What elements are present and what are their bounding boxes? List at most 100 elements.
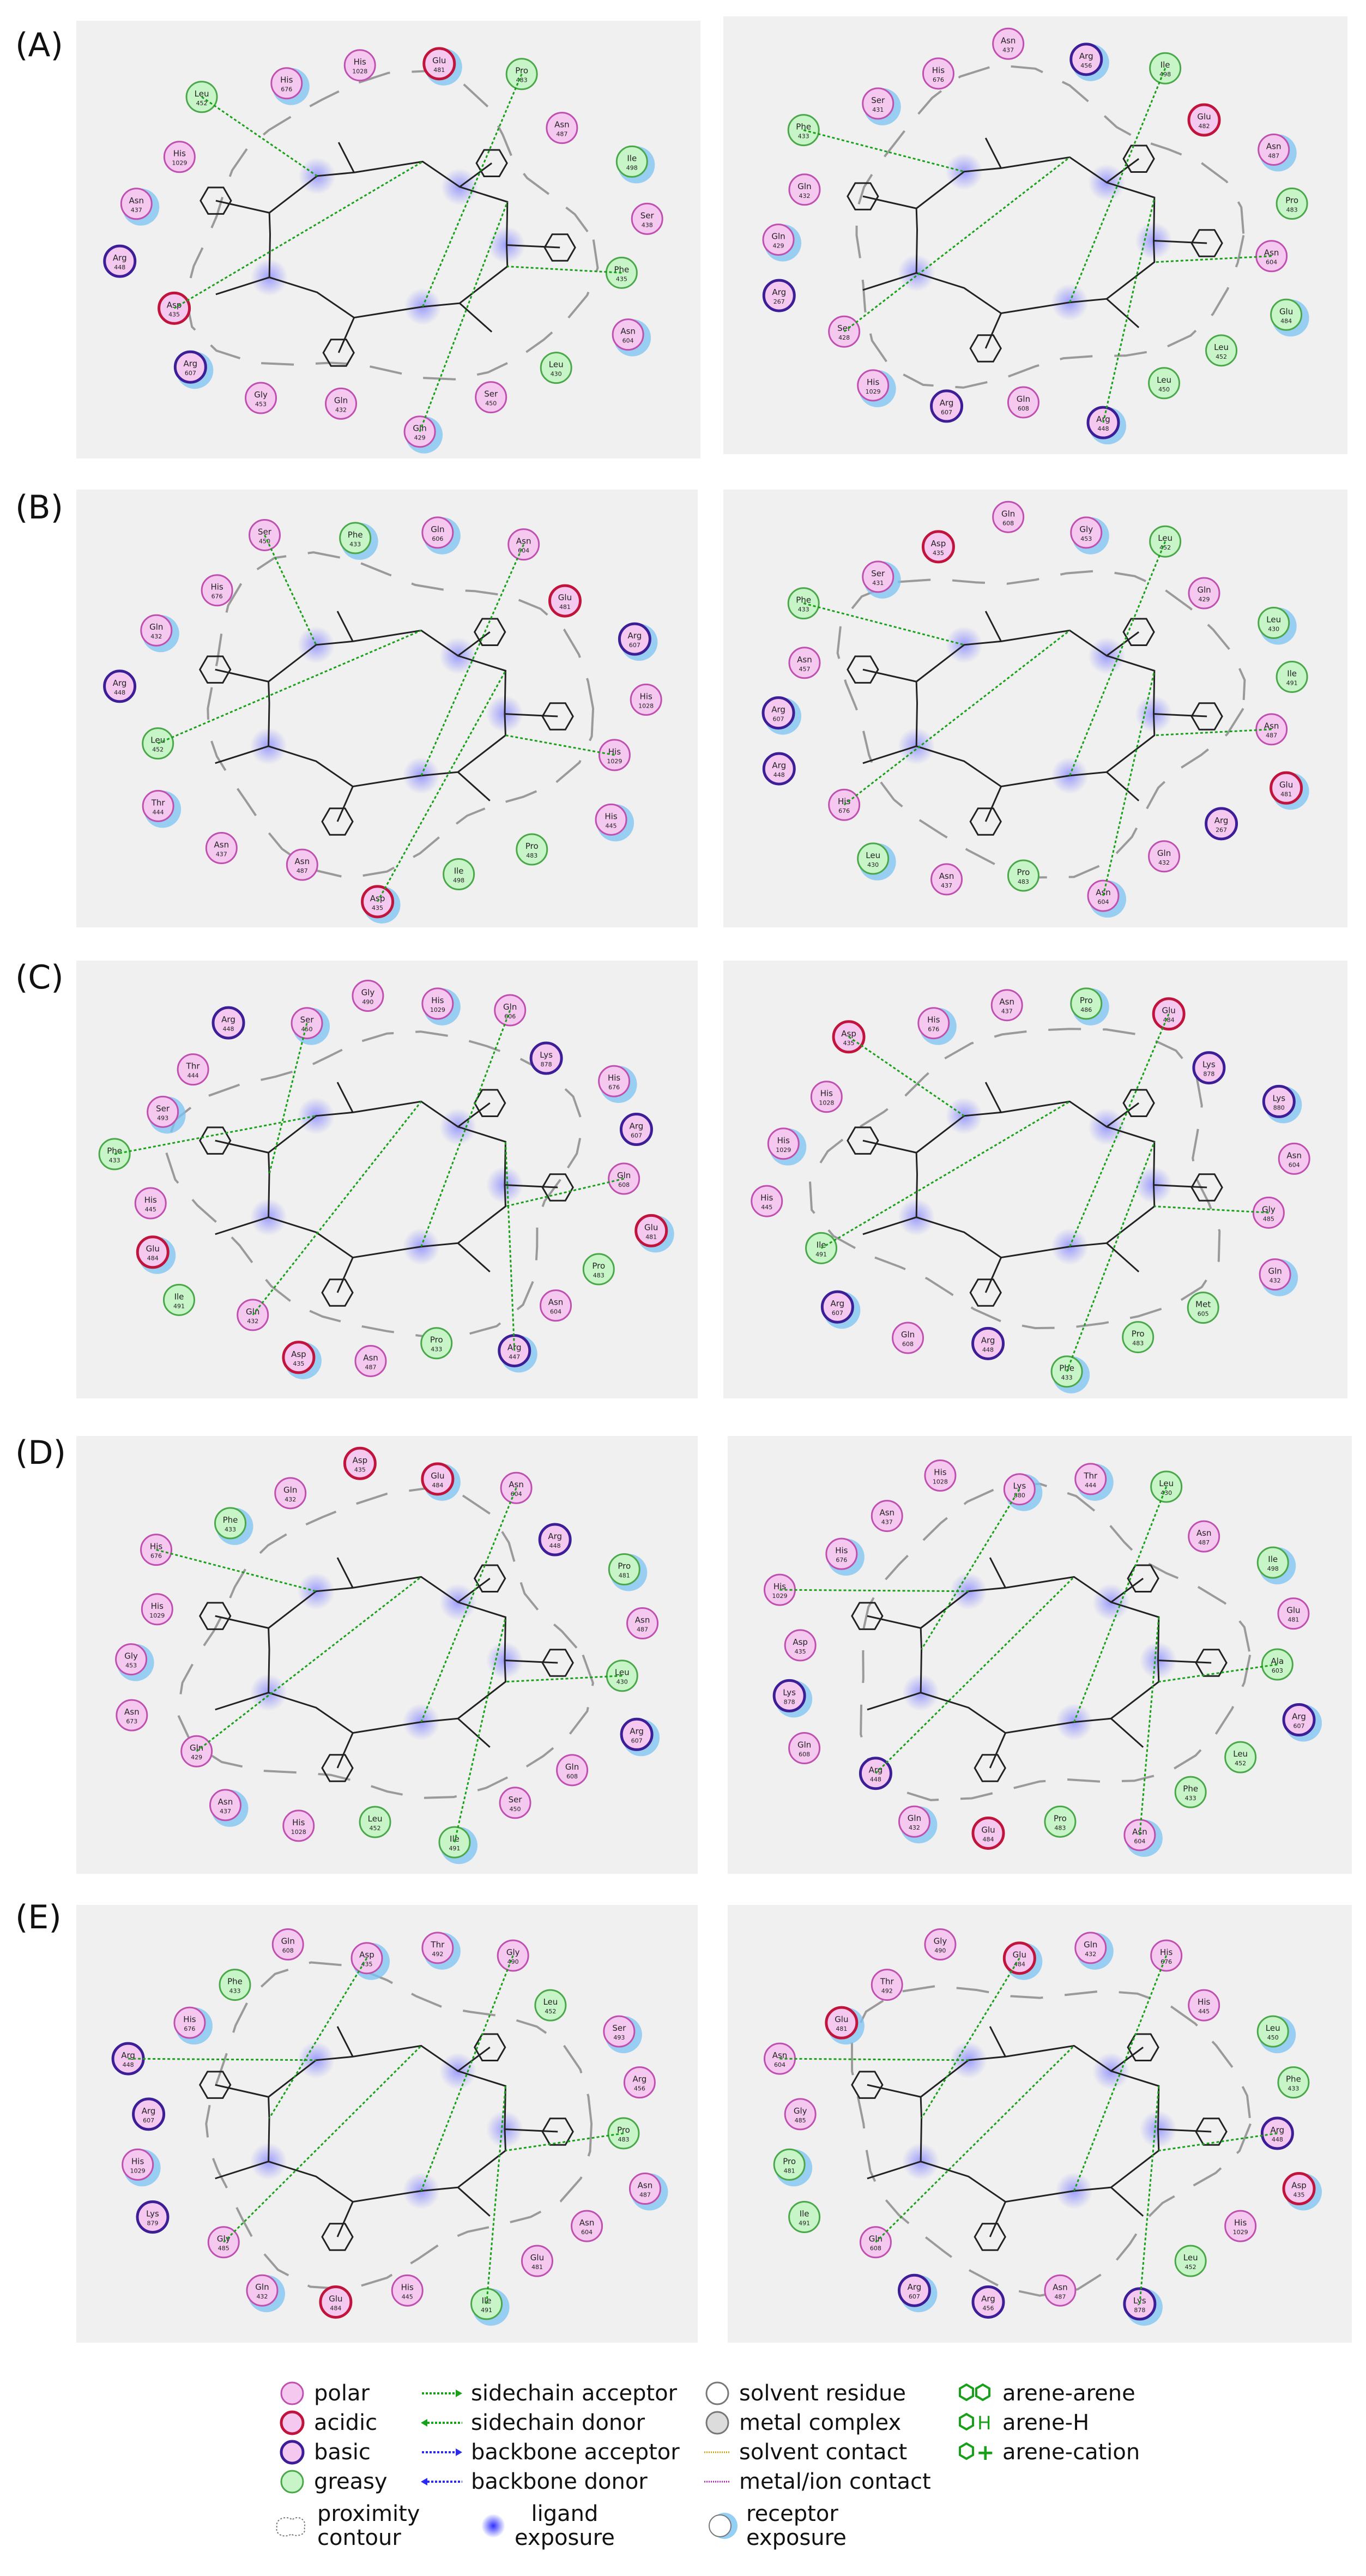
interaction-line (820, 1101, 1071, 1249)
svg-text:481: 481 (433, 67, 445, 74)
svg-text:Ser: Ser (484, 389, 498, 399)
svg-text:Pro: Pro (783, 2156, 796, 2166)
svg-text:Arg: Arg (772, 761, 786, 770)
svg-text:487: 487 (639, 2192, 651, 2199)
svg-text:Pro: Pro (1285, 195, 1298, 205)
interaction-line (921, 1957, 1020, 2119)
interaction-line (505, 734, 615, 756)
svg-text:Asn: Asn (939, 871, 954, 881)
svg-text:Thr: Thr (880, 1977, 894, 1987)
svg-text:Pro: Pro (515, 66, 528, 76)
legend-arene-cation-label: arene-cation (1002, 2440, 1140, 2465)
svg-text:483: 483 (1018, 878, 1029, 885)
svg-text:457: 457 (799, 666, 810, 673)
interaction-line (268, 1023, 308, 1174)
svg-text:Arg: Arg (121, 2050, 135, 2060)
svg-text:483: 483 (526, 852, 537, 859)
svg-text:Asn: Asn (1053, 2282, 1068, 2292)
svg-text:Asn: Asn (1196, 1528, 1212, 1538)
svg-text:Arg: Arg (940, 398, 954, 408)
svg-text:430: 430 (1268, 626, 1279, 633)
proximity-contour (164, 1030, 584, 1337)
interaction-line (1158, 1663, 1278, 1683)
svg-text:Ile: Ile (1161, 60, 1170, 70)
ligand-structure (200, 142, 576, 367)
svg-text:490: 490 (362, 999, 373, 1006)
svg-text:Gln: Gln (1197, 585, 1211, 595)
svg-text:608: 608 (618, 1181, 630, 1189)
svg-text:491: 491 (815, 1251, 827, 1258)
svg-text:Arg: Arg (548, 1531, 562, 1541)
legend-solvent-residue: solvent residue (703, 2380, 906, 2407)
svg-text:Leu: Leu (1266, 2023, 1280, 2033)
svg-text:445: 445 (606, 822, 617, 829)
svg-text:444: 444 (1085, 1482, 1096, 1489)
legend-acidic: acidic (278, 2409, 377, 2436)
svg-text:Gln: Gln (255, 2282, 269, 2292)
svg-text:His: His (927, 1015, 940, 1025)
svg-text:267: 267 (1216, 827, 1227, 834)
svg-text:Asn: Asn (772, 2050, 788, 2060)
svg-text:His: His (640, 691, 652, 701)
svg-text:432: 432 (150, 633, 162, 640)
svg-text:484: 484 (432, 1482, 443, 1489)
legend-proximity: proximity contour (271, 2499, 420, 2553)
svg-text:676: 676 (281, 86, 292, 93)
svg-text:Gly: Gly (361, 988, 375, 998)
svg-text:445: 445 (761, 1204, 772, 1211)
svg-text:Leu: Leu (1159, 1479, 1174, 1488)
svg-text:483: 483 (1054, 1824, 1066, 1831)
svg-text:879: 879 (147, 2220, 159, 2227)
svg-text:Ile: Ile (817, 1240, 826, 1250)
svg-text:444: 444 (153, 809, 164, 816)
svg-text:Arg: Arg (772, 287, 786, 297)
svg-text:606: 606 (504, 1013, 516, 1020)
svg-text:Gln: Gln (1157, 848, 1171, 858)
svg-text:Asn: Asn (1001, 35, 1016, 45)
svg-text:1029: 1029 (607, 758, 622, 765)
svg-text:435: 435 (616, 275, 627, 282)
svg-text:607: 607 (629, 642, 640, 649)
svg-text:Phe: Phe (227, 1977, 243, 1987)
svg-text:448: 448 (123, 2061, 134, 2068)
svg-text:His: His (932, 65, 945, 75)
svg-text:Lys: Lys (540, 1050, 553, 1060)
svg-text:607: 607 (909, 2293, 920, 2300)
panel-label-a: (A) (15, 26, 63, 64)
svg-text:His: His (820, 1089, 833, 1099)
ligand-structure (851, 2026, 1228, 2251)
diagram-panel-d-left: Glu 484 Asn 604 Arg 448 Pro 481 Asn 487 Leu 430 Arg 6… (76, 1436, 698, 1874)
svg-text:Ser: Ser (156, 1103, 170, 1113)
panel-label-e: (E) (15, 1898, 62, 1936)
svg-text:483: 483 (516, 77, 528, 84)
svg-text:His: His (838, 797, 850, 806)
